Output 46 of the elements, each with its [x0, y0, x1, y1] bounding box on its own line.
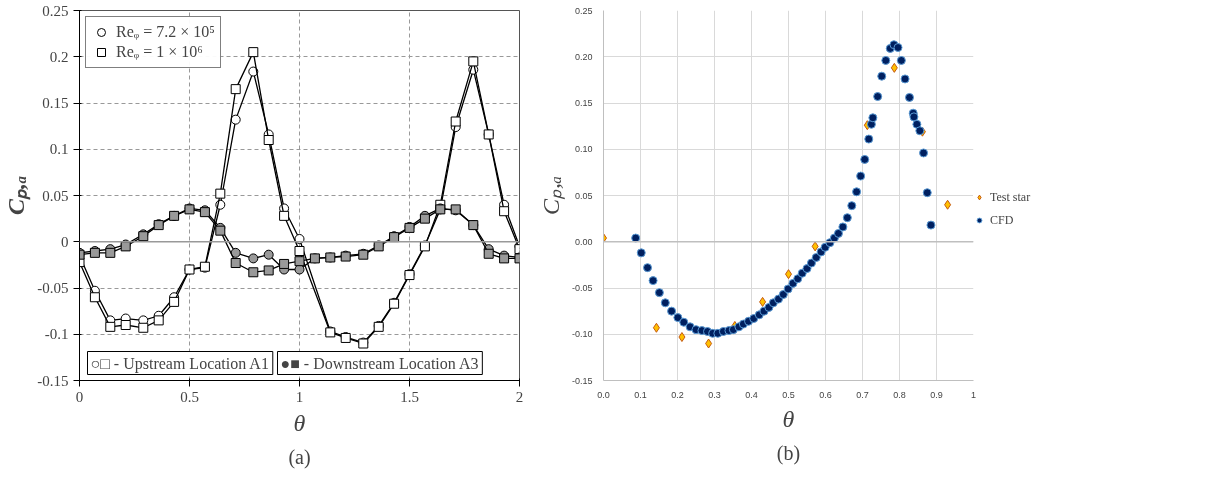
annotation: ○□ - Upstream Location A1 — [90, 354, 269, 373]
x-tick-label: 0.2 — [671, 389, 684, 400]
x-tick-label: 0.6 — [819, 389, 832, 400]
x-tick-label: 0.9 — [930, 389, 943, 400]
x-tick-label: 0.1 — [634, 389, 647, 400]
x-tick-label: 1 — [295, 388, 304, 405]
y-tick-label: 0.20 — [574, 51, 593, 62]
legend-label: CFD — [990, 212, 1015, 228]
x-tick-label: 1 — [971, 389, 977, 400]
y-tick-label: -0.05 — [37, 280, 69, 296]
y-tick-label: 0.00 — [574, 236, 593, 247]
y-tick-label: 0.2 — [49, 48, 69, 65]
y-tick-label: 0.25 — [574, 5, 593, 16]
x-tick-label: 0.5 — [782, 389, 795, 400]
x-axis-title: θ — [782, 405, 795, 432]
y-tick-label: 0 — [61, 233, 69, 250]
x-axis-title: θ — [293, 409, 306, 436]
y-tick-label: 0.1 — [49, 141, 69, 158]
y-tick-label: 0.05 — [574, 190, 593, 201]
y-tick-label: -0.1 — [44, 326, 69, 343]
legend-label: Reᵩ = 1 × 10⁶ — [116, 43, 203, 61]
y-tick-label: -0.15 — [571, 375, 593, 386]
x-tick-label: 0.8 — [893, 389, 906, 400]
x-tick-label: 0.7 — [856, 389, 869, 400]
y-tick-label: -0.15 — [37, 372, 69, 389]
y-tick-label: -0.05 — [571, 283, 593, 293]
x-tick-label: 0 — [75, 388, 84, 405]
y-tick-label: 0.25 — [42, 2, 69, 19]
legend-label: Test star — [990, 189, 1032, 205]
y-tick-label: 0.15 — [574, 98, 593, 108]
y-axis-title: Cₚ,ₐ — [3, 175, 32, 216]
y-axis-title: Cₚ,ₐ — [537, 175, 565, 216]
text: (a) — [288, 445, 311, 469]
x-tick-label: 0.0 — [597, 389, 610, 400]
annotation: ●■ - Downstream Location A3 — [280, 354, 479, 372]
legend-label: Reᵩ = 7.2 × 10⁵ — [116, 23, 215, 41]
y-tick-label: -0.10 — [571, 329, 593, 340]
y-tick-label: 0.15 — [42, 95, 69, 111]
y-tick-label: 0.10 — [574, 144, 593, 155]
y-tick-label: 0.05 — [42, 187, 69, 204]
x-tick-label: 2 — [515, 388, 524, 405]
text: (b) — [776, 441, 801, 465]
x-tick-label: 1.5 — [400, 388, 419, 405]
x-tick-label: 0.5 — [180, 388, 199, 405]
x-tick-label: 0.3 — [708, 389, 721, 400]
x-tick-label: 0.4 — [745, 389, 758, 400]
